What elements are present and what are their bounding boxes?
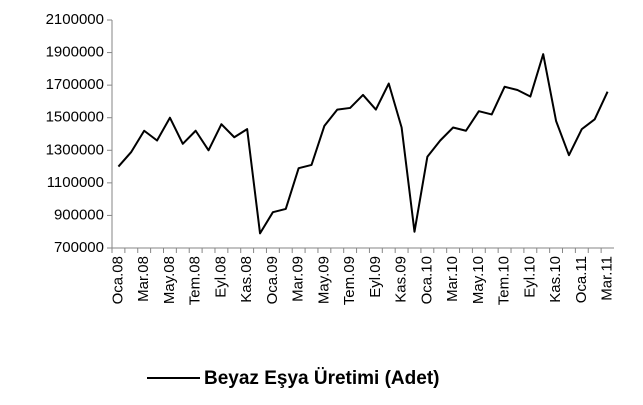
y-tick-label: 1300000 bbox=[46, 141, 104, 158]
x-tick-label: Mar.08 bbox=[135, 256, 152, 302]
y-tick-label: 700000 bbox=[54, 239, 104, 256]
legend-label: Beyaz Eşya Üretimi (Adet) bbox=[204, 368, 439, 389]
x-tick-label: Tem.10 bbox=[496, 256, 513, 305]
x-tick-label: Kas.10 bbox=[547, 256, 564, 303]
x-tick-label: May.10 bbox=[470, 256, 487, 304]
y-tick-label: 1700000 bbox=[46, 76, 104, 93]
x-tick-label: Tem.08 bbox=[187, 256, 204, 305]
line bbox=[117, 53, 609, 235]
x-tick-label: Oca.11 bbox=[573, 256, 590, 303]
x-tick-label: Oca.09 bbox=[264, 256, 281, 304]
x-tick-label: Kas.09 bbox=[393, 256, 410, 303]
x-tick-label: Eyl.09 bbox=[367, 256, 384, 298]
x-tick-label: Mar.10 bbox=[444, 256, 461, 302]
x-tick-label: Mar.09 bbox=[290, 256, 307, 302]
y-tick-label: 1900000 bbox=[46, 44, 104, 61]
x-tick-label: Eyl.10 bbox=[521, 256, 538, 298]
x-tick-label: Eyl.08 bbox=[212, 256, 229, 298]
x-tick-label: Tem.09 bbox=[341, 256, 358, 305]
y-tick-label: 1100000 bbox=[47, 174, 104, 191]
x-tick-label: Oca.08 bbox=[109, 256, 126, 304]
y-tick-label: 1500000 bbox=[46, 109, 104, 126]
x-tick-label: May.08 bbox=[161, 256, 178, 304]
y-tick-label: 900000 bbox=[54, 206, 104, 223]
x-tick-label: Oca.10 bbox=[418, 256, 435, 304]
y-tick-label: 2100000 bbox=[46, 11, 104, 28]
x-tick-label: Kas.08 bbox=[238, 256, 255, 303]
x-tick-label: May.09 bbox=[315, 256, 332, 304]
x-tick-label: Mar.11 bbox=[599, 256, 616, 301]
